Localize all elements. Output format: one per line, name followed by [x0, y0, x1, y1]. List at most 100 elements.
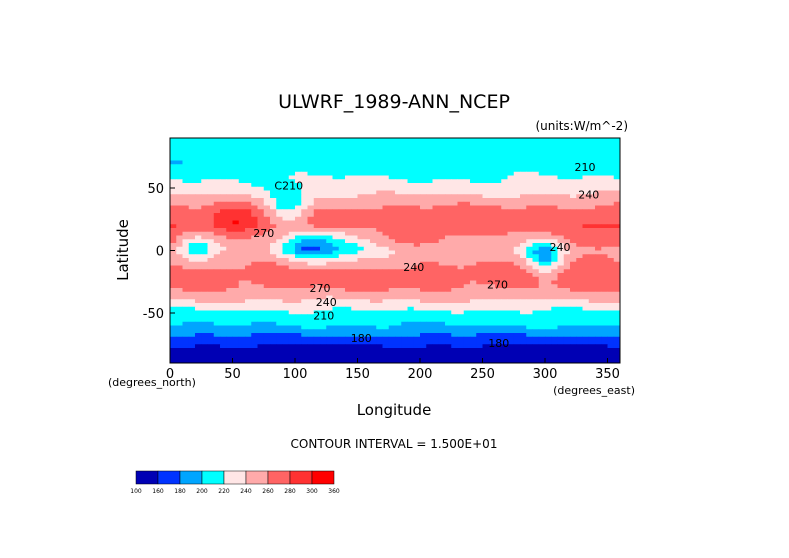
heatmap-cell [507, 291, 515, 296]
heatmap-cell [526, 306, 533, 311]
heatmap-cell [501, 348, 508, 353]
heatmap-cell [263, 299, 271, 304]
heatmap-cell [426, 186, 433, 191]
heatmap-cell [382, 269, 390, 274]
heatmap-cell [457, 276, 465, 281]
heatmap-cell [363, 190, 371, 195]
heatmap-cell [395, 288, 402, 293]
heatmap-cell [395, 231, 402, 236]
heatmap-cell [313, 348, 321, 353]
heatmap-cell [538, 310, 546, 315]
heatmap-cell [551, 160, 558, 165]
heatmap-cell [495, 138, 502, 143]
heatmap-cell [263, 149, 271, 154]
heatmap-cell [463, 284, 471, 289]
heatmap-cell [413, 239, 421, 244]
heatmap-cell [563, 321, 571, 326]
heatmap-cell [245, 201, 252, 206]
heatmap-cell [170, 224, 177, 229]
heatmap-cell [282, 329, 290, 334]
heatmap-cell [463, 138, 471, 143]
heatmap-cell [301, 254, 308, 259]
heatmap-cell [176, 318, 183, 323]
heatmap-cell [613, 355, 621, 360]
heatmap-cell [601, 299, 608, 304]
heatmap-cell [357, 149, 365, 154]
heatmap-cell [582, 306, 590, 311]
heatmap-cell [170, 284, 177, 289]
heatmap-cell [320, 280, 327, 285]
heatmap-cell [563, 201, 571, 206]
heatmap-cell [257, 333, 265, 338]
heatmap-cell [188, 194, 196, 199]
heatmap-cell [413, 321, 421, 326]
heatmap-cell [245, 235, 252, 240]
heatmap-cell [270, 246, 277, 251]
heatmap-cell [207, 145, 215, 150]
heatmap-cell [257, 250, 265, 255]
heatmap-cell [495, 156, 502, 161]
heatmap-cell [207, 209, 215, 214]
heatmap-cell [357, 246, 365, 251]
heatmap-cell [401, 303, 408, 308]
heatmap-cell [482, 186, 490, 191]
heatmap-cell [313, 254, 321, 259]
heatmap-cell [507, 351, 515, 356]
heatmap-cell [551, 299, 558, 304]
heatmap-cell [570, 179, 577, 184]
heatmap-cell [307, 164, 315, 169]
heatmap-cell [238, 220, 246, 225]
heatmap-cell [182, 183, 190, 188]
heatmap-cell [232, 201, 240, 206]
heatmap-cell [263, 153, 271, 158]
heatmap-cell [482, 156, 490, 161]
heatmap-cell [338, 250, 346, 255]
heatmap-cell [607, 258, 615, 263]
heatmap-cell [313, 156, 321, 161]
heatmap-cell [495, 303, 502, 308]
heatmap-cell [395, 213, 402, 218]
heatmap-cell [557, 179, 565, 184]
heatmap-cell [426, 216, 433, 221]
heatmap-cell [607, 254, 615, 259]
heatmap-cell [170, 288, 177, 293]
heatmap-cell [463, 171, 471, 176]
heatmap-cell [295, 201, 302, 206]
heatmap-cell [613, 175, 621, 180]
heatmap-cell [576, 329, 583, 334]
heatmap-cell [332, 258, 340, 263]
heatmap-cell [451, 228, 458, 233]
heatmap-cell [401, 209, 408, 214]
heatmap-cell [307, 321, 315, 326]
heatmap-cell [357, 284, 365, 289]
heatmap-cell [551, 138, 558, 143]
heatmap-cell [582, 273, 590, 278]
heatmap-cell [276, 348, 283, 353]
heatmap-cell [388, 280, 396, 285]
heatmap-cell [170, 303, 177, 308]
heatmap-cell [245, 340, 252, 345]
heatmap-cell [482, 160, 490, 165]
heatmap-cell [176, 138, 183, 143]
heatmap-cell [370, 213, 377, 218]
heatmap-cell [395, 156, 402, 161]
heatmap-cell [488, 156, 496, 161]
heatmap-cell [263, 325, 271, 330]
heatmap-cell [495, 186, 502, 191]
heatmap-cell [332, 295, 340, 300]
heatmap-cell [438, 160, 446, 165]
heatmap-cell [513, 160, 521, 165]
heatmap-cell [463, 344, 471, 349]
heatmap-cell [282, 224, 290, 229]
heatmap-cell [182, 243, 190, 248]
heatmap-cell [301, 299, 308, 304]
heatmap-cell [451, 299, 458, 304]
heatmap-cell [295, 318, 302, 323]
heatmap-cell [582, 299, 590, 304]
heatmap-cell [595, 254, 602, 259]
heatmap-cell [495, 269, 502, 274]
heatmap-cell [251, 340, 258, 345]
heatmap-cell [507, 235, 515, 240]
heatmap-cell [395, 246, 402, 251]
heatmap-cell [432, 198, 440, 203]
